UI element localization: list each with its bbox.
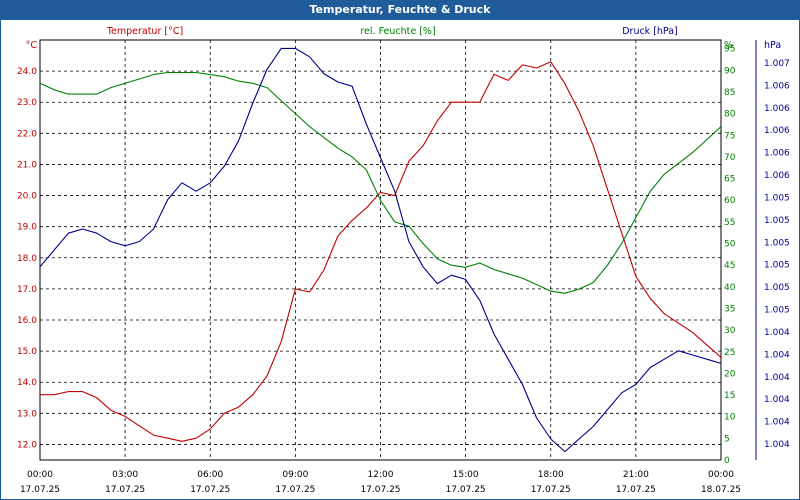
y-tick-pressure: 1.004 [764, 328, 790, 338]
x-tick-date: 17.07.25 [531, 485, 571, 495]
x-tick-date: 17.07.25 [20, 485, 60, 495]
y-tick-pressure: 1.004 [764, 395, 790, 405]
y-tick-humidity: 15 [724, 391, 735, 401]
y-tick-pressure: 1.005 [764, 193, 790, 203]
y-tick-pressure: 1.006 [764, 149, 790, 159]
y-tick-pressure: 1.005 [764, 216, 790, 226]
x-tick-time: 15:00 [453, 470, 479, 480]
y-tick-humidity: 70 [724, 153, 736, 163]
y-tick-humidity: 35 [724, 304, 735, 314]
y-tick-humidity: 5 [724, 434, 730, 444]
y-tick-pressure: 1.005 [764, 238, 790, 248]
x-tick-time: 03:00 [112, 470, 138, 480]
y-tick-temperature: 24.0 [17, 67, 37, 77]
y-tick-humidity: 65 [724, 175, 735, 185]
y-tick-temperature: 20.0 [17, 192, 37, 202]
y-tick-temperature: 22.0 [17, 129, 37, 139]
y-tick-humidity: 20 [724, 369, 736, 379]
y-tick-pressure: 1.004 [764, 418, 790, 428]
y-tick-pressure: 1.006 [764, 104, 790, 114]
y-tick-humidity: 60 [724, 196, 736, 206]
y-tick-humidity: 0 [724, 456, 730, 466]
x-tick-date: 17.07.25 [360, 485, 400, 495]
x-tick-time: 09:00 [282, 470, 308, 480]
y-tick-humidity: 80 [724, 110, 736, 120]
y-tick-humidity: 95 [724, 45, 735, 55]
x-tick-time: 21:00 [623, 470, 649, 480]
y-tick-humidity: 45 [724, 261, 735, 271]
y-tick-pressure: 1.004 [764, 373, 790, 383]
y-tick-humidity: 10 [724, 413, 736, 423]
y-tick-temperature: 13.0 [17, 409, 37, 419]
y-tick-pressure: 1.006 [764, 81, 790, 91]
axis-unit-pressure: hPa [764, 40, 781, 51]
y-tick-humidity: 50 [724, 240, 736, 250]
x-tick-time: 12:00 [368, 470, 394, 480]
y-tick-temperature: 17.0 [17, 285, 37, 295]
axis-unit-temperature: °C [26, 40, 38, 51]
y-tick-humidity: 55 [724, 218, 735, 228]
y-tick-temperature: 23.0 [17, 98, 37, 108]
y-tick-pressure: 1.004 [764, 440, 790, 450]
x-tick-time: 00:00 [708, 470, 734, 480]
y-tick-temperature: 18.0 [17, 254, 37, 264]
axis-label-pressure: Druck [hPa] [622, 26, 678, 37]
y-tick-pressure: 1.006 [764, 171, 790, 181]
y-tick-pressure: 1.005 [764, 261, 790, 271]
y-tick-humidity: 40 [724, 283, 736, 293]
y-tick-pressure: 1.006 [764, 126, 790, 136]
x-tick-date: 17.07.25 [190, 485, 230, 495]
y-tick-humidity: 90 [724, 66, 736, 76]
x-tick-date: 17.07.25 [446, 485, 486, 495]
y-tick-pressure: 1.007 [764, 59, 790, 69]
y-tick-temperature: 12.0 [17, 440, 37, 450]
axis-label-humidity: rel. Feuchte [%] [360, 26, 435, 37]
y-tick-temperature: 14.0 [17, 378, 37, 388]
x-tick-date: 17.07.25 [616, 485, 656, 495]
y-tick-humidity: 30 [724, 326, 736, 336]
x-tick-time: 00:00 [27, 470, 53, 480]
x-tick-time: 18:00 [538, 470, 564, 480]
y-tick-pressure: 1.005 [764, 306, 790, 316]
x-tick-time: 06:00 [197, 470, 223, 480]
series-line-temperature [40, 61, 722, 442]
axis-label-temperature: Temperatur [°C] [106, 26, 183, 37]
x-tick-date: 17.07.25 [105, 485, 145, 495]
y-tick-temperature: 16.0 [17, 316, 37, 326]
axis-unit-humidity: % [724, 40, 733, 51]
y-tick-temperature: 15.0 [17, 347, 37, 357]
y-tick-pressure: 1.004 [764, 350, 790, 360]
y-tick-temperature: 19.0 [17, 223, 37, 233]
y-tick-pressure: 1.005 [764, 283, 790, 293]
series-line-pressure [39, 47, 722, 453]
y-tick-humidity: 75 [724, 131, 735, 141]
x-tick-date: 18.07.25 [701, 485, 741, 495]
y-tick-temperature: 21.0 [17, 160, 37, 170]
series-line-humidity [39, 71, 722, 294]
y-tick-humidity: 85 [724, 88, 735, 98]
x-tick-date: 17.07.25 [275, 485, 315, 495]
y-tick-humidity: 25 [724, 348, 735, 358]
window-title: Temperatur, Feuchte & Druck [0, 0, 800, 19]
